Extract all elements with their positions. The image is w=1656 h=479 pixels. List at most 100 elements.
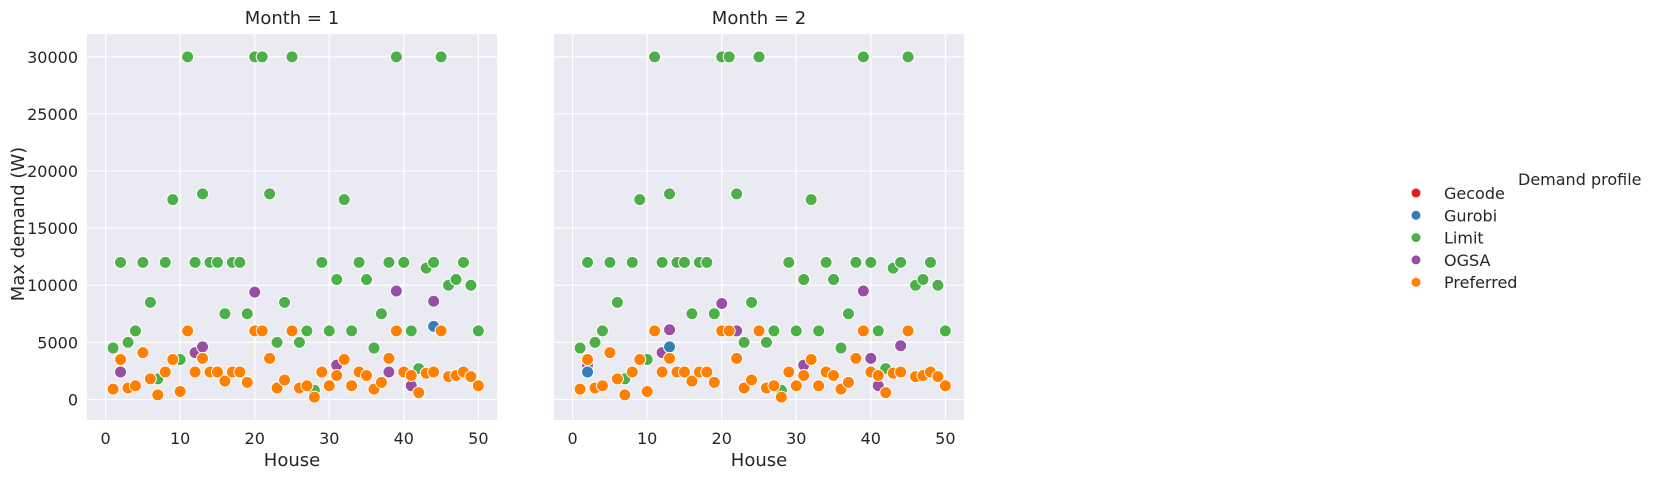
scatter-point-preferred xyxy=(625,365,639,379)
scatter-point-preferred xyxy=(707,375,721,389)
scatter-point-preferred xyxy=(315,365,329,379)
scatter-point-limit xyxy=(730,187,744,201)
scatter-point-preferred xyxy=(255,324,269,338)
scatter-point-ogsa xyxy=(856,284,870,298)
y-tick-label: 10000 xyxy=(27,276,78,295)
x-tick-label: 50 xyxy=(468,429,488,448)
scatter-point-limit xyxy=(471,324,485,338)
legend-label: Gecode xyxy=(1444,184,1505,203)
x-tick-label: 50 xyxy=(935,429,955,448)
legend-label: Gurobi xyxy=(1444,206,1497,225)
scatter-point-preferred xyxy=(812,379,826,393)
scatter-point-preferred xyxy=(240,375,254,389)
scatter-point-limit xyxy=(782,255,796,269)
scatter-point-limit xyxy=(603,255,617,269)
scatter-point-preferred xyxy=(412,386,426,400)
scatter-point-preferred xyxy=(827,368,841,382)
scatter-point-preferred xyxy=(879,386,893,400)
scatter-point-ogsa xyxy=(427,294,441,308)
scatter-point-limit xyxy=(804,193,818,207)
scatter-point-limit xyxy=(819,255,833,269)
scatter-point-gurobi xyxy=(663,340,677,354)
legend-marker-preferred xyxy=(1410,276,1422,288)
scatter-point-preferred xyxy=(404,368,418,382)
legend-marker-gurobi xyxy=(1410,209,1422,221)
scatter-point-limit xyxy=(581,255,595,269)
y-tick-label: 15000 xyxy=(27,219,78,238)
scatter-point-preferred xyxy=(804,352,818,366)
scatter-point-preferred xyxy=(158,365,172,379)
scatter-point-limit xyxy=(745,295,759,309)
scatter-point-ogsa xyxy=(196,340,210,354)
scatter-point-preferred xyxy=(300,379,314,393)
scatter-point-limit xyxy=(663,187,677,201)
scatter-point-preferred xyxy=(931,370,945,384)
scatter-point-preferred xyxy=(285,324,299,338)
panel-title: Month = 1 xyxy=(245,8,339,29)
scatter-point-limit xyxy=(382,255,396,269)
scatter-point-preferred xyxy=(196,351,210,365)
scatter-point-preferred xyxy=(640,384,654,398)
scatter-point-limit xyxy=(625,255,639,269)
scatter-point-preferred xyxy=(633,352,647,366)
x-tick-labels: 0 10 20 30 40 50 xyxy=(101,429,489,448)
grid-lines xyxy=(554,34,964,420)
scatter-point-limit xyxy=(114,255,128,269)
scatter-point-limit xyxy=(700,255,714,269)
scatter-point-limit xyxy=(573,341,587,355)
x-tick-label: 0 xyxy=(568,429,578,448)
scatter-point-preferred xyxy=(856,324,870,338)
scatter-point-limit xyxy=(707,307,721,321)
scatter-point-preferred xyxy=(210,365,224,379)
scatter-point-limit xyxy=(648,50,662,64)
scatter-point-limit xyxy=(166,193,180,207)
scatter-point-limit xyxy=(330,273,344,287)
scatter-point-limit xyxy=(136,255,150,269)
legend-label: Limit xyxy=(1444,229,1484,248)
legend-marker-ogsa xyxy=(1410,254,1422,266)
scatter-point-limit xyxy=(797,273,811,287)
scatter-point-limit xyxy=(812,324,826,338)
scatter-point-limit xyxy=(345,324,359,338)
x-tick-label: 30 xyxy=(786,429,806,448)
scatter-point-preferred xyxy=(722,324,736,338)
legend-title: Demand profile xyxy=(1518,170,1641,189)
scatter-point-limit xyxy=(737,335,751,349)
y-tick-label: 0 xyxy=(68,390,78,409)
scatter-point-preferred xyxy=(374,375,388,389)
scatter-point-limit xyxy=(263,187,277,201)
scatter-point-preferred xyxy=(233,365,247,379)
scatter-point-limit xyxy=(894,255,908,269)
scatter-point-limit xyxy=(188,255,202,269)
scatter-point-limit xyxy=(270,335,284,349)
scatter-point-preferred xyxy=(307,390,321,404)
scatter-point-preferred xyxy=(188,365,202,379)
scatter-point-preferred xyxy=(427,365,441,379)
scatter-point-limit xyxy=(759,335,773,349)
x-tick-labels: 0 10 20 30 40 50 xyxy=(568,429,956,448)
legend-label: Preferred xyxy=(1444,273,1517,292)
scatter-point-limit xyxy=(655,255,669,269)
scatter-point-limit xyxy=(789,324,803,338)
y-tick-labels: 0 5000 10000 15000 20000 25000 30000 xyxy=(27,48,78,410)
scatter-point-limit xyxy=(210,255,224,269)
scatter-point-limit xyxy=(449,273,463,287)
scatter-point-limit xyxy=(181,50,195,64)
scatter-point-limit xyxy=(864,255,878,269)
scatter-point-limit xyxy=(374,307,388,321)
scatter-point-preferred xyxy=(322,379,336,393)
y-tick-label: 30000 xyxy=(27,48,78,67)
legend-marker-limit xyxy=(1410,232,1422,244)
scatter-point-limit xyxy=(240,307,254,321)
x-tick-label: 0 xyxy=(101,429,111,448)
scatter-point-limit xyxy=(367,341,381,355)
scatter-points xyxy=(106,50,485,404)
scatter-point-preferred xyxy=(685,374,699,388)
scatter-point-ogsa xyxy=(248,285,262,299)
scatter-point-preferred xyxy=(730,351,744,365)
y-tick-label: 5000 xyxy=(37,333,78,352)
scatter-point-limit xyxy=(337,193,351,207)
scatter-point-limit xyxy=(901,50,915,64)
plot-area xyxy=(554,34,964,420)
scatter-point-preferred xyxy=(173,384,187,398)
